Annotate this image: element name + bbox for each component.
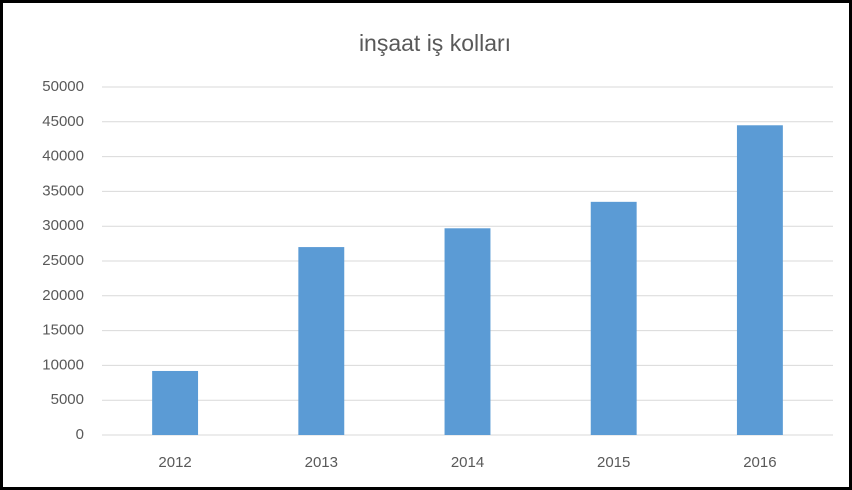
x-tick-label: 2016 [743, 454, 776, 471]
x-tick-label: 2012 [158, 454, 191, 471]
y-tick-label: 45000 [42, 113, 84, 130]
bar [298, 247, 345, 435]
y-tick-label: 35000 [42, 182, 84, 199]
y-tick-label: 25000 [42, 252, 84, 269]
x-tick-label: 2015 [597, 454, 630, 471]
y-tick-label: 50000 [42, 78, 84, 95]
y-tick-label: 5000 [51, 391, 84, 408]
y-tick-label: 40000 [42, 148, 84, 165]
bar [590, 201, 637, 435]
y-tick-label: 20000 [42, 287, 84, 304]
chart-title: inşaat iş kolları [359, 30, 511, 56]
bar [152, 370, 199, 435]
y-tick-label: 10000 [42, 356, 84, 373]
y-tick-label: 30000 [42, 217, 84, 234]
bar [736, 125, 783, 435]
x-tick-label: 2014 [451, 454, 484, 471]
y-tick-label: 15000 [42, 322, 84, 339]
y-tick-label: 0 [76, 426, 84, 443]
bar [444, 228, 491, 435]
x-tick-label: 2013 [305, 454, 338, 471]
